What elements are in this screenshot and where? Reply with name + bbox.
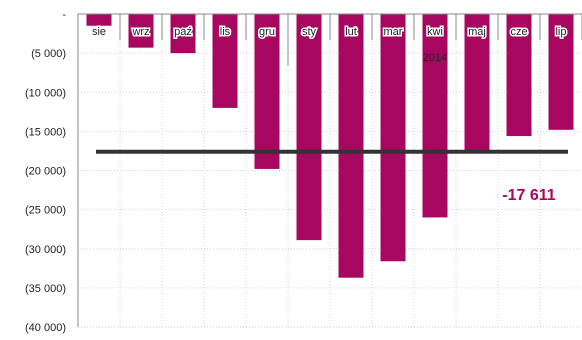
y-tick-label: (25 000) bbox=[25, 205, 66, 217]
category-label: maj bbox=[468, 26, 486, 38]
category-label: wrz bbox=[131, 26, 149, 38]
bar bbox=[296, 14, 322, 241]
category-label: lut bbox=[345, 26, 357, 38]
axes bbox=[77, 13, 582, 327]
y-tick-labels: - (5 000) (10 000) (15 000) (20 000) (25 000)… bbox=[25, 9, 66, 334]
category-label: gru bbox=[259, 26, 275, 38]
category-label: kwi bbox=[427, 26, 443, 38]
category-label: lip bbox=[555, 26, 566, 38]
bar bbox=[128, 14, 154, 48]
y-tick-label: - bbox=[62, 9, 66, 21]
category-label: mar bbox=[384, 26, 403, 38]
bar bbox=[380, 14, 406, 262]
bar bbox=[464, 14, 490, 154]
y-tick-label: (35 000) bbox=[25, 283, 66, 295]
y-tick-label: (20 000) bbox=[25, 166, 66, 178]
y-tick-label: (10 000) bbox=[25, 87, 66, 99]
bar bbox=[170, 14, 196, 54]
bar bbox=[86, 14, 112, 26]
bar bbox=[548, 14, 574, 130]
bar bbox=[254, 14, 280, 169]
year-label: 2014 bbox=[423, 52, 447, 64]
bar bbox=[422, 14, 448, 218]
grid bbox=[78, 14, 582, 328]
category-label: cze bbox=[510, 26, 527, 38]
category-label: paź bbox=[174, 26, 192, 38]
average-value-label: -17 611 bbox=[502, 187, 555, 204]
y-tick-label: (40 000) bbox=[25, 322, 66, 334]
bar bbox=[506, 14, 532, 137]
y-tick-label: (15 000) bbox=[25, 126, 66, 138]
y-tick-label: (5 000) bbox=[31, 48, 66, 60]
category-label: lis bbox=[220, 26, 231, 38]
category-label: sie bbox=[92, 26, 106, 38]
category-label: sty bbox=[302, 26, 317, 38]
y-tick-label: (30 000) bbox=[25, 244, 66, 256]
category-labels: sie wrz paź lis gru sty lut mar kwi maj cze lip bbox=[90, 25, 568, 40]
bars bbox=[86, 14, 574, 278]
bar bbox=[212, 14, 238, 108]
bar bbox=[338, 14, 364, 278]
